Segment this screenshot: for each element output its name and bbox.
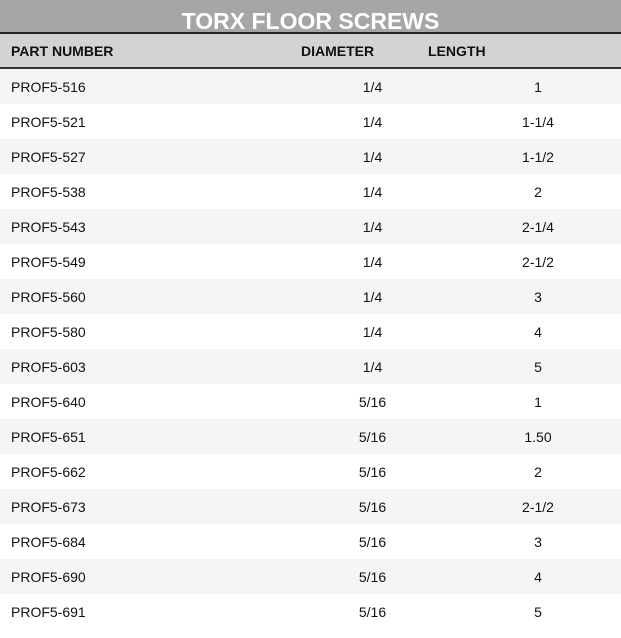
cell-part-number: PROF5-521 bbox=[11, 113, 86, 130]
cell-length: 1 bbox=[534, 393, 542, 410]
cell-part-number: PROF5-538 bbox=[11, 183, 86, 200]
cell-part-number: PROF5-651 bbox=[11, 428, 86, 445]
table-row: PROF5-662 5/16 2 bbox=[0, 454, 621, 489]
cell-length: 4 bbox=[534, 568, 542, 585]
table-row: PROF5-673 5/16 2-1/2 bbox=[0, 489, 621, 524]
cell-part-number: PROF5-560 bbox=[11, 288, 86, 305]
table-row: PROF5-603 1/4 5 bbox=[0, 349, 621, 384]
cell-diameter: 1/4 bbox=[362, 78, 383, 95]
cell-length: 2 bbox=[534, 183, 542, 200]
table-row: PROF5-580 1/4 4 bbox=[0, 314, 621, 349]
header-diameter: DIAMETER bbox=[301, 42, 375, 59]
table-row: PROF5-521 1/4 1-1/4 bbox=[0, 104, 621, 139]
cell-part-number: PROF5-691 bbox=[11, 603, 86, 620]
cell-diameter: 5/16 bbox=[358, 463, 387, 480]
cell-length: 2 bbox=[534, 463, 542, 480]
cell-part-number: PROF5-603 bbox=[11, 358, 86, 375]
cell-length: 1.50 bbox=[524, 428, 552, 445]
cell-diameter: 5/16 bbox=[358, 498, 387, 515]
cell-diameter: 1/4 bbox=[362, 218, 383, 235]
cell-diameter: 5/16 bbox=[358, 393, 387, 410]
cell-diameter: 1/4 bbox=[362, 358, 383, 375]
table-row: PROF5-560 1/4 3 bbox=[0, 279, 621, 314]
table-row: PROF5-549 1/4 2-1/2 bbox=[0, 244, 621, 279]
cell-part-number: PROF5-516 bbox=[11, 78, 86, 95]
cell-length: 1-1/4 bbox=[522, 113, 554, 130]
table-title: TORX FLOOR SCREWS bbox=[0, 0, 621, 34]
table-row: PROF5-527 1/4 1-1/2 bbox=[0, 139, 621, 174]
cell-diameter: 5/16 bbox=[358, 428, 387, 445]
cell-part-number: PROF5-684 bbox=[11, 533, 86, 550]
cell-length: 3 bbox=[534, 533, 542, 550]
cell-diameter: 5/16 bbox=[358, 568, 387, 585]
cell-diameter: 1/4 bbox=[362, 253, 383, 270]
cell-diameter: 1/4 bbox=[362, 323, 383, 340]
table-row: PROF5-516 1/4 1 bbox=[0, 69, 621, 104]
table-body: PROF5-516 1/4 1 PROF5-521 1/4 1-1/4 PROF5-527 1… bbox=[0, 69, 621, 629]
cell-part-number: PROF5-527 bbox=[11, 148, 86, 165]
cell-part-number: PROF5-673 bbox=[11, 498, 86, 515]
header-part-number: PART NUMBER bbox=[11, 42, 114, 59]
table-row: PROF5-651 5/16 1.50 bbox=[0, 419, 621, 454]
cell-diameter: 1/4 bbox=[362, 288, 383, 305]
cell-length: 5 bbox=[534, 358, 542, 375]
table-header: PART NUMBER DIAMETER LENGTH bbox=[0, 34, 621, 69]
cell-part-number: PROF5-690 bbox=[11, 568, 86, 585]
table-row: PROF5-684 5/16 3 bbox=[0, 524, 621, 559]
cell-length: 2-1/4 bbox=[522, 218, 554, 235]
cell-diameter: 1/4 bbox=[362, 148, 383, 165]
cell-diameter: 5/16 bbox=[358, 533, 387, 550]
table-row: PROF5-690 5/16 4 bbox=[0, 559, 621, 594]
cell-length: 2-1/2 bbox=[522, 498, 554, 515]
cell-diameter: 5/16 bbox=[358, 603, 387, 620]
cell-part-number: PROF5-549 bbox=[11, 253, 86, 270]
cell-part-number: PROF5-543 bbox=[11, 218, 86, 235]
cell-part-number: PROF5-580 bbox=[11, 323, 86, 340]
cell-part-number: PROF5-662 bbox=[11, 463, 86, 480]
cell-diameter: 1/4 bbox=[362, 113, 383, 130]
cell-length: 2-1/2 bbox=[522, 253, 554, 270]
cell-part-number: PROF5-640 bbox=[11, 393, 86, 410]
cell-length: 3 bbox=[534, 288, 542, 305]
table-row: PROF5-543 1/4 2-1/4 bbox=[0, 209, 621, 244]
table-row: PROF5-640 5/16 1 bbox=[0, 384, 621, 419]
table-row: PROF5-538 1/4 2 bbox=[0, 174, 621, 209]
cell-length: 1-1/2 bbox=[522, 148, 554, 165]
header-length: LENGTH bbox=[428, 42, 486, 59]
table-row: PROF5-691 5/16 5 bbox=[0, 594, 621, 629]
cell-length: 4 bbox=[534, 323, 542, 340]
cell-length: 5 bbox=[534, 603, 542, 620]
cell-diameter: 1/4 bbox=[362, 183, 383, 200]
cell-length: 1 bbox=[534, 78, 542, 95]
